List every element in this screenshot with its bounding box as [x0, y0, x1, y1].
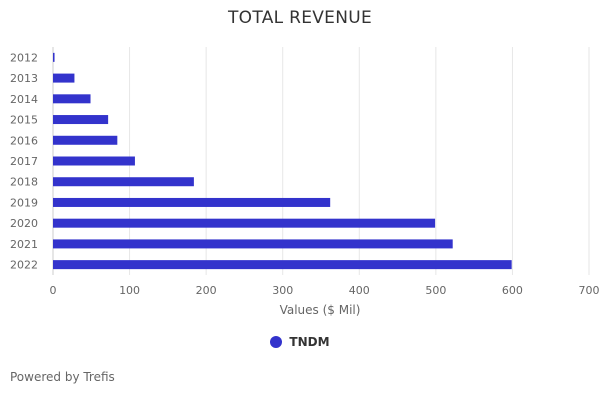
chart-title: TOTAL REVENUE	[227, 8, 373, 28]
category-label: 2014	[10, 93, 38, 106]
legend-marker	[270, 336, 283, 348]
bar-2016[interactable]	[53, 135, 118, 145]
category-label: 2019	[10, 196, 38, 209]
bar-2019[interactable]	[53, 197, 331, 207]
x-tick-label: 300	[272, 284, 293, 297]
bar-2021[interactable]	[53, 239, 453, 249]
x-tick-label: 500	[425, 284, 446, 297]
bar-2013[interactable]	[53, 73, 75, 83]
bar-2012[interactable]	[53, 52, 55, 62]
category-label: 2022	[10, 259, 38, 272]
x-axis-ticks: 0 100 200 300 400 500 600 700	[50, 284, 600, 297]
bar-2015[interactable]	[53, 115, 109, 125]
powered-by-footer: Powered by Trefis	[10, 370, 115, 384]
x-tick-label: 100	[119, 284, 140, 297]
bar-2020[interactable]	[53, 218, 436, 228]
x-tick-label: 600	[502, 284, 523, 297]
category-label: 2020	[10, 217, 38, 230]
category-label: 2016	[10, 134, 38, 147]
category-label: 2017	[10, 155, 38, 168]
x-axis-title: Values ($ Mil)	[280, 303, 361, 317]
x-tick-label: 200	[196, 284, 217, 297]
x-tick-label: 400	[349, 284, 370, 297]
category-labels: 2012 2013 2014 2015 2016 2017 2018 2019 2020 2021…	[10, 51, 38, 271]
category-label: 2013	[10, 72, 38, 85]
legend: TNDM	[0, 335, 600, 349]
category-label: 2018	[10, 176, 38, 189]
bar-2014[interactable]	[53, 94, 91, 104]
bar-2017[interactable]	[53, 156, 135, 166]
category-label: 2021	[10, 238, 38, 251]
bar-2022[interactable]	[53, 260, 512, 270]
x-tick-label: 700	[579, 284, 600, 297]
bar-2018[interactable]	[53, 177, 194, 187]
category-label: 2012	[10, 51, 38, 64]
category-label: 2015	[10, 114, 38, 127]
x-tick-label: 0	[50, 284, 57, 297]
bars	[53, 52, 512, 270]
legend-label: TNDM	[289, 335, 330, 349]
